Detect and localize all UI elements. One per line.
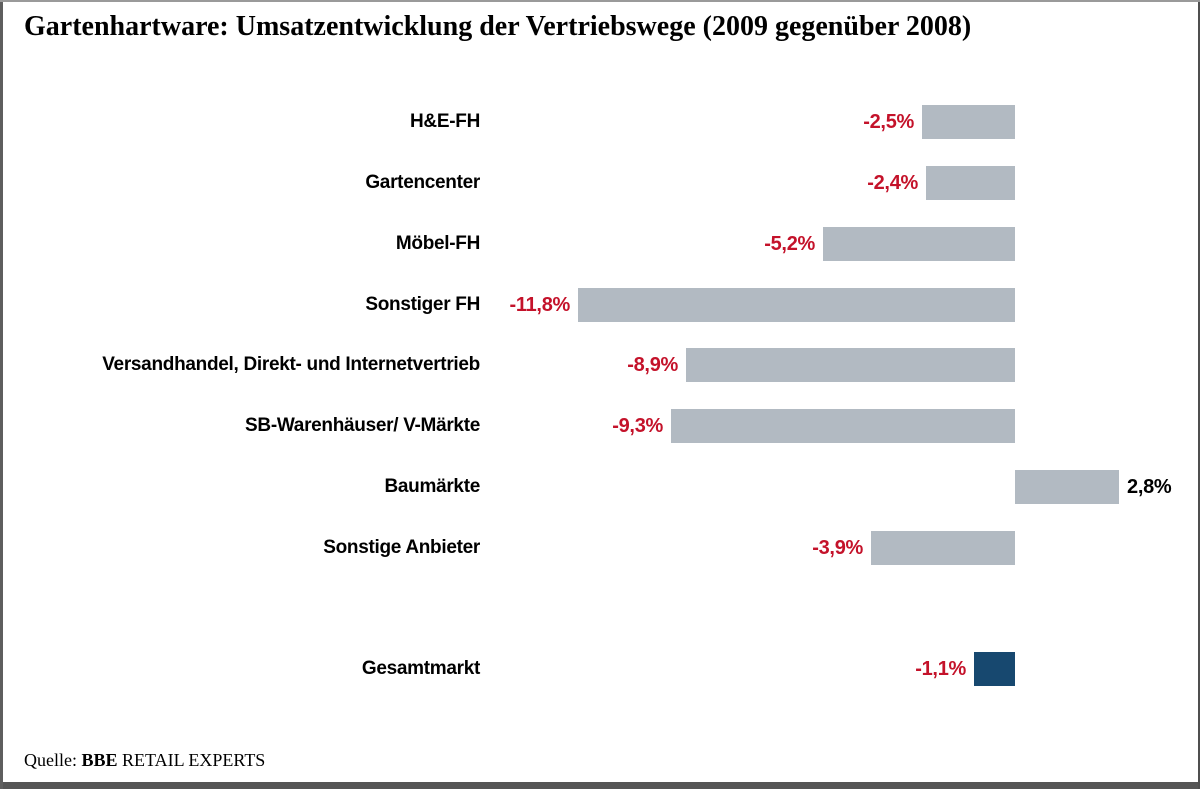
source-prefix: Quelle: (24, 750, 82, 770)
chart-title: Gartenhartware: Umsatzentwicklung der Ve… (24, 11, 972, 42)
bar (871, 531, 1015, 565)
bar (823, 227, 1015, 261)
total-bar (974, 652, 1015, 686)
bar (922, 105, 1015, 139)
value-label: -3,9% (812, 537, 863, 559)
value-label: -2,5% (863, 111, 914, 133)
category-label: Möbel-FH (395, 233, 480, 254)
category-label: Gartencenter (365, 172, 480, 193)
category-label: SB-Warenhäuser/ V-Märkte (245, 415, 480, 436)
value-label: -1,1% (915, 658, 966, 680)
category-label: Sonstige Anbieter (323, 537, 480, 558)
source-line: Quelle: BBE RETAIL EXPERTS (24, 750, 265, 771)
source-brand: BBE (81, 750, 118, 770)
category-label: Versandhandel, Direkt- und Internetvertr… (102, 354, 480, 375)
bar (686, 348, 1015, 382)
bar (1015, 470, 1119, 504)
category-label: Baumärkte (384, 476, 480, 497)
bar (926, 166, 1015, 200)
value-label: -11,8% (509, 294, 571, 316)
category-label: Gesamtmarkt (361, 658, 480, 679)
source-suffix: RETAIL EXPERTS (117, 750, 266, 770)
category-label: H&E-FH (410, 111, 480, 132)
bar (671, 409, 1015, 443)
bar (578, 288, 1015, 322)
value-label: -9,3% (612, 415, 663, 437)
value-label: 2,8% (1127, 476, 1172, 498)
value-label: -8,9% (627, 354, 678, 376)
value-label: -5,2% (764, 233, 815, 255)
value-label: -2,4% (867, 172, 918, 194)
category-label: Sonstiger FH (365, 294, 480, 315)
